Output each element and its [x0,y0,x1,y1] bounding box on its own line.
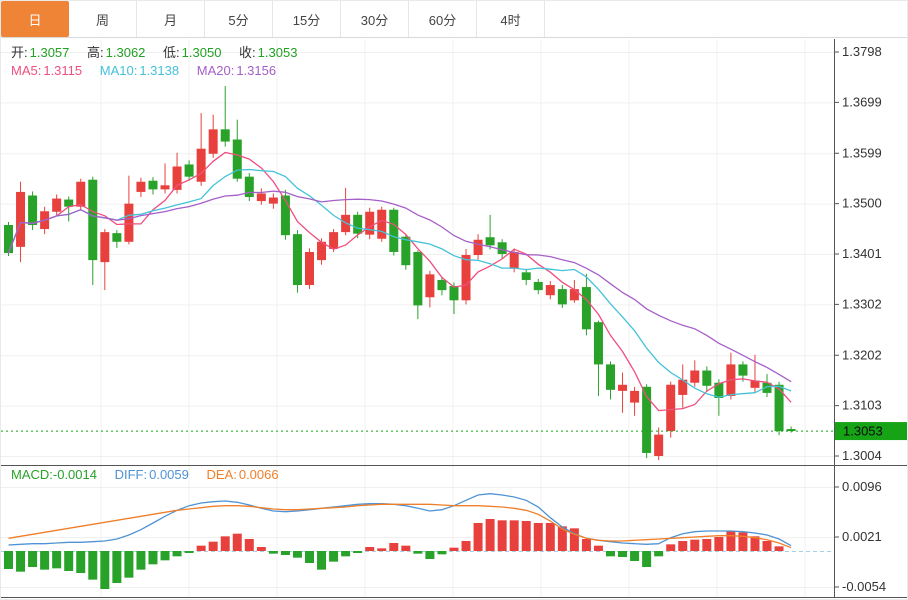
axis-tick-label: 1.3302 [842,296,882,311]
ma20-line [7,190,792,383]
axis-tick-label: 1.3401 [842,246,882,261]
axis-tick-label: 1.3004 [842,448,882,463]
tab-4hour-label: 4时 [500,12,521,28]
current-price-marker: 1.3053 [1,422,907,441]
axis-tick-label: 0.0021 [842,529,882,544]
tab-week-label: 周 [95,12,109,28]
ma10-line [7,168,792,398]
period-tabbar: 日 周 月 5分 15分 30分 60分 4时 [1,1,907,38]
tab-week[interactable]: 周 [69,1,137,37]
macd-axis: 0.0096 0.0021 -0.0054 [834,479,886,594]
tab-month-label: 月 [163,12,177,28]
dea-series [8,503,792,549]
current-price-badge: 1.3053 [843,424,883,439]
tab-30min[interactable]: 30分 [341,1,409,37]
axis-tick-label: 1.3103 [842,398,882,413]
tab-15min[interactable]: 15分 [273,1,341,37]
tab-day[interactable]: 日 [1,1,69,37]
tab-day-label: 日 [28,12,42,28]
tab-60min[interactable]: 60分 [409,1,477,37]
axis-tick-label: 1.3202 [842,347,882,362]
tab-5min-label: 5分 [228,12,249,28]
axis-tick-label: -0.0054 [842,579,886,594]
tab-5min[interactable]: 5分 [205,1,273,37]
ma20 [7,190,792,383]
axis-tick-label: 1.3798 [842,44,882,59]
diff-series [8,493,792,547]
diff-line [8,493,792,547]
axis-tick-label: 1.3500 [842,196,882,211]
frame-lines [1,39,907,598]
axis-tick-label: 1.3699 [842,94,882,109]
ma10 [7,168,792,398]
axis-tick-label: 0.0096 [842,479,882,494]
tab-4hour[interactable]: 4时 [477,1,545,37]
tab-15min-label: 15分 [292,12,321,28]
macd-histogram [4,519,784,589]
ma5-line [7,151,792,412]
tab-30min-label: 30分 [360,12,389,28]
tab-month[interactable]: 月 [137,1,205,37]
ma5 [7,151,792,412]
axis-tick-label: 1.3599 [842,145,882,160]
candles [4,86,796,461]
tab-60min-label: 60分 [428,12,457,28]
dea-line [8,503,792,549]
